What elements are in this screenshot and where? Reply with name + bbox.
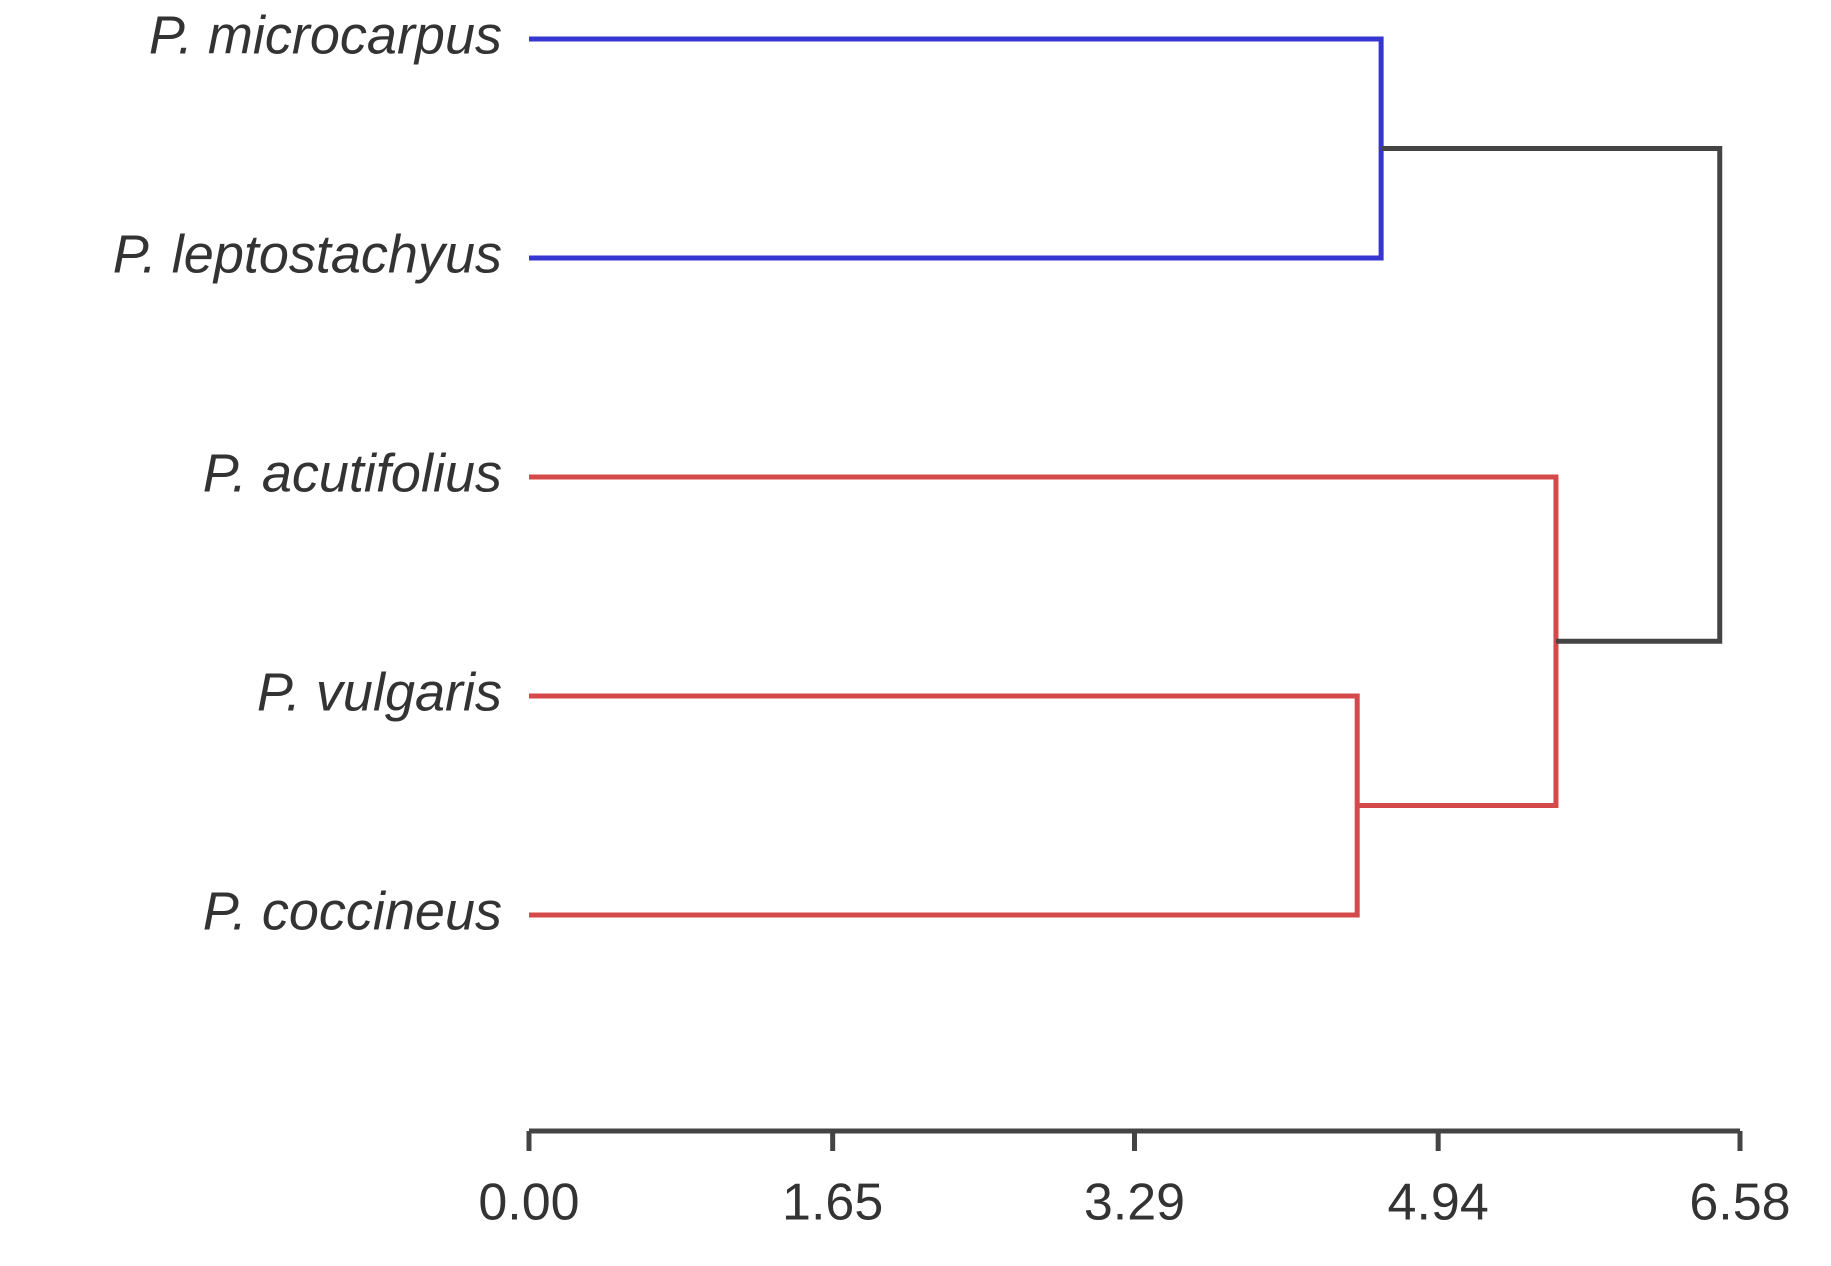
branch — [529, 474, 1559, 808]
branch — [1381, 146, 1723, 644]
x-tick-label: 1.65 — [782, 1174, 883, 1232]
leaf-label: P. coccineus — [203, 881, 502, 941]
leaf-label: P. vulgaris — [257, 662, 502, 722]
leaf-label: P. microcarpus — [149, 5, 502, 65]
x-tick-label: 3.29 — [1084, 1174, 1185, 1232]
branch — [529, 36, 1384, 261]
leaf-label: P. leptostachyus — [113, 224, 502, 284]
leaf-label: P. acutifolius — [203, 443, 502, 503]
x-tick-label: 0.00 — [478, 1174, 579, 1232]
x-tick-label: 4.94 — [1388, 1174, 1489, 1232]
x-tick-label: 6.58 — [1689, 1174, 1790, 1232]
branch — [529, 693, 1360, 918]
